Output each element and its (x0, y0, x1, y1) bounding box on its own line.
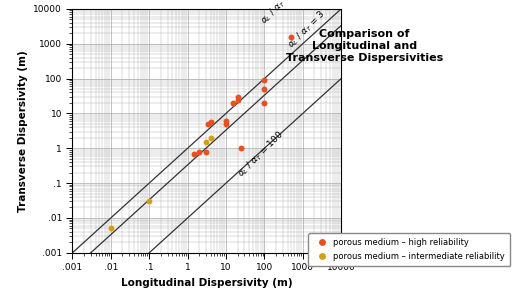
Point (260, 101, 268, 105)
Y-axis label: Transverse Dispersivity (m): Transverse Dispersivity (m) (18, 50, 27, 212)
X-axis label: Longitudinal Dispersivity (m): Longitudinal Dispersivity (m) (121, 278, 293, 288)
Text: $\alpha_L$ / $\alpha_T$ = 100: $\alpha_L$ / $\alpha_T$ = 100 (235, 129, 287, 180)
Point (260, 87, 268, 91)
Point (234, 97, 242, 102)
Point (260, 78, 268, 83)
Point (190, 151, 199, 156)
Point (222, 121, 230, 126)
Point (222, 119, 230, 123)
Text: $\alpha_L$ / $\alpha_T$ = 3: $\alpha_L$ / $\alpha_T$ = 3 (285, 8, 329, 51)
Point (195, 149, 203, 154)
Point (202, 149, 210, 154)
Point (204, 121, 212, 126)
Point (107, 226, 115, 231)
Point (234, 94, 242, 99)
Point (145, 199, 154, 204)
Point (207, 120, 215, 125)
Legend: porous medium – high reliability, porous medium – intermediate reliability: porous medium – high reliability, porous… (309, 233, 510, 266)
Point (207, 136, 215, 140)
Point (287, 34, 295, 39)
Point (202, 140, 210, 144)
Point (229, 101, 237, 105)
Text: Comparison of
Longitudinal and
Transverse Dispersivities: Comparison of Longitudinal and Transvers… (286, 29, 443, 63)
Text: $\alpha_L$ / $\alpha_T$ = 1: $\alpha_L$ / $\alpha_T$ = 1 (258, 0, 302, 27)
Point (237, 146, 246, 151)
